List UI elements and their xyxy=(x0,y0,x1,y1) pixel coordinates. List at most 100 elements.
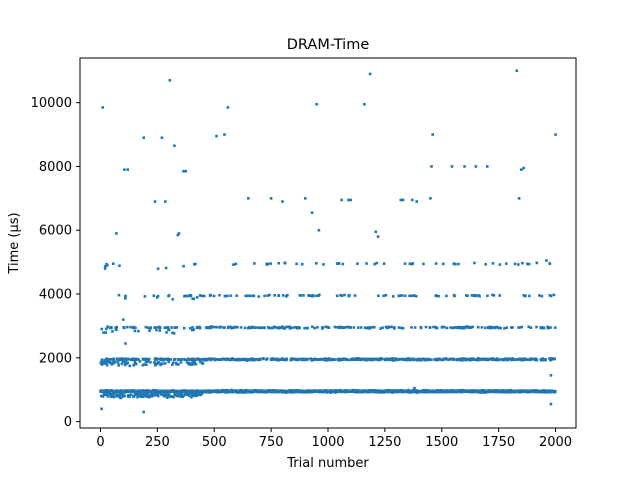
data-point xyxy=(522,294,526,297)
data-point xyxy=(215,357,218,361)
data-point xyxy=(111,358,115,361)
data-point xyxy=(278,358,282,361)
data-point xyxy=(163,326,167,330)
data-point xyxy=(453,358,456,361)
data-point xyxy=(415,358,419,362)
data-point xyxy=(106,393,109,397)
data-point xyxy=(527,262,531,266)
data-point xyxy=(503,357,506,361)
data-point xyxy=(481,357,484,361)
data-point xyxy=(497,358,501,362)
data-point xyxy=(184,358,187,362)
data-point xyxy=(128,358,132,361)
data-point xyxy=(188,394,191,398)
data-point xyxy=(189,358,192,361)
data-point xyxy=(164,200,167,203)
data-point xyxy=(396,358,400,362)
data-point xyxy=(273,293,277,297)
data-point xyxy=(303,326,306,330)
data-point xyxy=(168,79,172,82)
data-point xyxy=(455,326,459,330)
data-point xyxy=(540,358,544,362)
data-point xyxy=(154,358,157,362)
data-point xyxy=(448,357,452,361)
data-point xyxy=(214,325,218,329)
data-point xyxy=(207,357,210,361)
data-point xyxy=(403,294,407,298)
data-point xyxy=(486,294,489,298)
data-point xyxy=(121,318,125,321)
data-point xyxy=(123,361,127,364)
data-point xyxy=(161,393,164,396)
data-point xyxy=(133,329,137,333)
data-point xyxy=(394,357,398,360)
data-point xyxy=(217,358,221,361)
data-point xyxy=(271,357,274,361)
data-point xyxy=(184,391,187,395)
data-point xyxy=(225,294,229,298)
data-point xyxy=(173,357,177,361)
data-point xyxy=(476,325,480,329)
data-point xyxy=(154,363,157,367)
data-point xyxy=(110,357,114,361)
data-point xyxy=(363,326,367,329)
data-point xyxy=(115,328,118,332)
data-point xyxy=(166,396,169,399)
data-point xyxy=(385,357,389,361)
data-point xyxy=(327,326,331,329)
data-point xyxy=(527,325,531,329)
data-point xyxy=(403,262,407,265)
data-point xyxy=(337,326,340,329)
data-point xyxy=(451,358,455,361)
data-point xyxy=(117,364,121,367)
y-axis-ticks: 0 2000 4000 6000 8000 10000 xyxy=(31,96,80,430)
data-point xyxy=(120,362,124,366)
data-point xyxy=(110,393,114,396)
data-point xyxy=(463,325,466,329)
data-point xyxy=(291,326,294,330)
data-point xyxy=(128,364,132,368)
data-point xyxy=(164,362,167,365)
data-point xyxy=(173,144,176,148)
data-point xyxy=(408,294,411,298)
data-point xyxy=(239,326,243,329)
x-tick-label: 0 xyxy=(96,435,104,450)
data-point xyxy=(485,165,489,168)
data-point xyxy=(499,326,502,330)
data-point xyxy=(145,363,148,367)
data-point xyxy=(552,293,556,297)
data-point xyxy=(198,294,202,297)
data-point xyxy=(428,326,432,329)
data-point xyxy=(333,325,337,329)
data-point xyxy=(473,261,476,265)
data-point xyxy=(496,357,499,361)
data-point xyxy=(491,262,495,265)
data-point xyxy=(350,358,353,362)
data-point xyxy=(426,358,430,362)
data-point xyxy=(311,294,314,297)
data-point xyxy=(171,297,175,301)
data-point xyxy=(163,394,166,398)
data-point xyxy=(155,328,158,332)
data-point xyxy=(387,357,390,361)
data-point xyxy=(200,392,204,396)
data-point xyxy=(509,358,513,362)
data-point xyxy=(304,357,308,361)
data-point xyxy=(316,326,319,329)
data-point xyxy=(550,358,554,361)
data-point xyxy=(99,361,103,365)
data-point xyxy=(120,357,124,360)
data-point xyxy=(498,294,501,297)
data-point xyxy=(138,360,142,363)
data-point xyxy=(505,326,508,329)
data-point xyxy=(134,358,137,362)
data-point xyxy=(192,297,196,301)
data-point xyxy=(158,326,162,329)
data-point xyxy=(470,358,474,361)
x-tick-label: 1500 xyxy=(425,435,458,450)
data-point xyxy=(112,392,115,396)
data-point xyxy=(137,329,140,333)
data-point xyxy=(175,362,178,366)
data-point xyxy=(153,326,157,329)
data-point xyxy=(265,358,268,361)
